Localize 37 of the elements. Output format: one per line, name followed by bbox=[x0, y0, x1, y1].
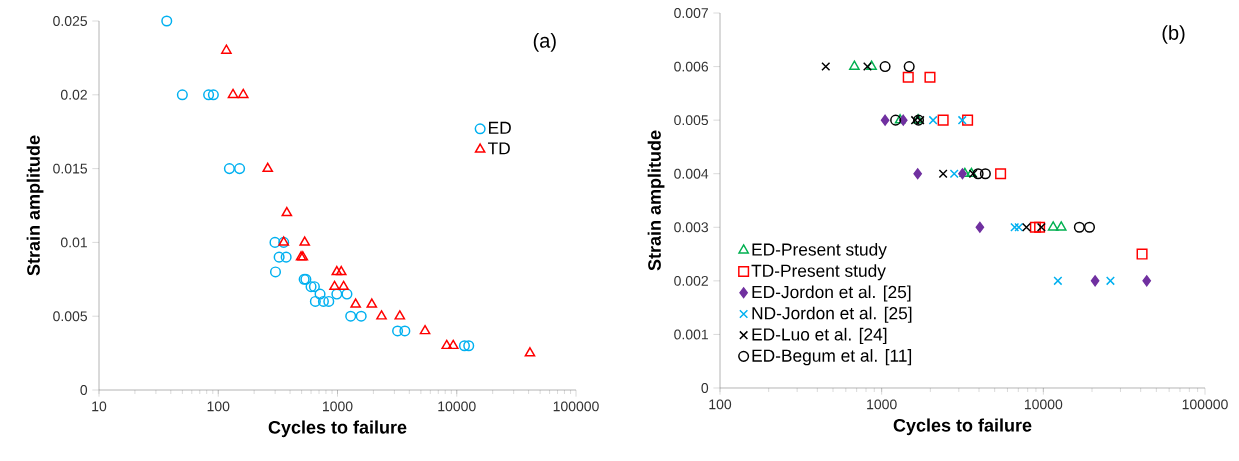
y-tick-label: 0.006 bbox=[674, 61, 709, 72]
y-tick-label: 0.005 bbox=[674, 115, 709, 126]
y-tick-label: 0 bbox=[80, 385, 88, 395]
x-tick-label: 100000 bbox=[553, 401, 599, 412]
y-tick-label: 0.002 bbox=[674, 275, 708, 286]
y-tick-label: 0.007 bbox=[674, 8, 708, 18]
y-tick-label: 0.001 bbox=[674, 329, 708, 340]
y-tick-label: 0 bbox=[701, 383, 709, 393]
x-tick-label: 1000 bbox=[323, 401, 353, 412]
legend-label: ED bbox=[489, 121, 511, 134]
x-tick-label: 100 bbox=[709, 399, 732, 410]
legend-label: ND-Jordon et al. [25] bbox=[752, 306, 912, 323]
annotation: (a) bbox=[533, 33, 556, 52]
y-tick-label: 0.004 bbox=[674, 168, 709, 179]
x-tick-label: 100 bbox=[207, 401, 230, 412]
legend-label: ED-Present study bbox=[752, 242, 887, 260]
legend-label: TD-Present study bbox=[751, 264, 886, 281]
y-tick-label: 0.025 bbox=[53, 16, 88, 26]
legend-label: ED-Jordon et al. [25] bbox=[752, 285, 911, 302]
x-tick-label: 10000 bbox=[1024, 399, 1063, 410]
x-tick-label: 1000 bbox=[867, 399, 897, 410]
y-tick-label: 0.003 bbox=[674, 222, 709, 233]
y-axis-title: Strain amplitude bbox=[647, 130, 665, 271]
x-tick-label: 100000 bbox=[1182, 399, 1228, 410]
y-tick-label: 0.02 bbox=[60, 89, 87, 100]
x-axis-title: Cycles to failure bbox=[268, 420, 407, 438]
legend-label: ED-Begum et al. [11] bbox=[752, 349, 912, 366]
x-tick-label: 10000 bbox=[438, 401, 476, 412]
legend-label: TD bbox=[488, 142, 510, 155]
annotation: (b) bbox=[1162, 25, 1185, 44]
x-axis-title: Cycles to failure bbox=[893, 418, 1032, 436]
y-tick-label: 0.01 bbox=[60, 237, 87, 248]
y-tick-label: 0.005 bbox=[53, 311, 88, 322]
y-axis-title: Strain amplitude bbox=[26, 135, 44, 276]
y-tick-label: 0.015 bbox=[53, 163, 88, 174]
legend-label: ED-Luo et al. [24] bbox=[752, 327, 887, 345]
x-tick-label: 10 bbox=[92, 401, 107, 412]
